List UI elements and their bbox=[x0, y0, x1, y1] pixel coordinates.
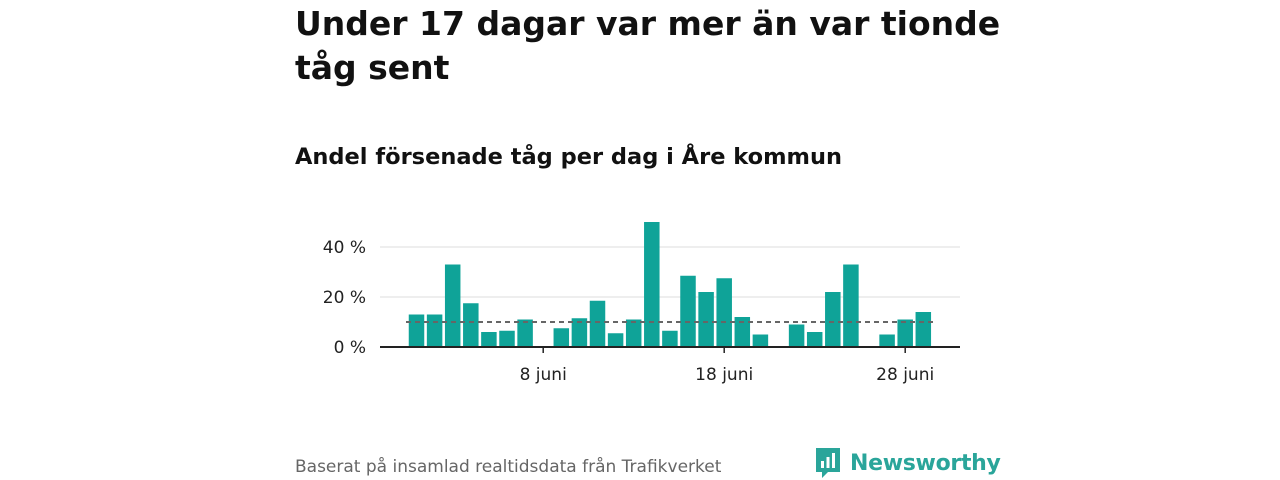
bar bbox=[589, 300, 606, 347]
x-tick-label: 28 juni bbox=[876, 365, 934, 385]
bar bbox=[444, 264, 461, 347]
bar bbox=[499, 330, 515, 347]
newsworthy-logo-text: Newsworthy bbox=[850, 450, 1001, 476]
x-tick-label: 8 juni bbox=[520, 365, 567, 385]
bar bbox=[843, 264, 859, 347]
bar bbox=[408, 314, 425, 347]
bar bbox=[481, 332, 497, 347]
bar bbox=[806, 332, 823, 347]
bar bbox=[680, 275, 696, 347]
chart-subtitle: Andel försenade tåg per dag i Åre kommun bbox=[295, 144, 843, 170]
newsworthy-logo-icon bbox=[816, 448, 840, 478]
bar bbox=[463, 303, 479, 347]
bar bbox=[879, 334, 895, 347]
bar bbox=[607, 333, 624, 347]
bar bbox=[644, 222, 660, 347]
bar bbox=[698, 292, 714, 347]
y-tick-label: 0 % bbox=[334, 338, 366, 358]
bar bbox=[553, 328, 570, 347]
bar bbox=[517, 319, 533, 347]
x-tick-label: 18 juni bbox=[695, 365, 753, 385]
bar bbox=[825, 292, 841, 347]
newsworthy-logo[interactable]: Newsworthy bbox=[814, 446, 1001, 480]
bars bbox=[408, 222, 932, 347]
bar bbox=[571, 318, 588, 347]
x-axis-ticks: 8 juni 18 juni 28 juni bbox=[520, 347, 934, 385]
y-tick-label: 20 % bbox=[323, 288, 366, 308]
bar bbox=[788, 324, 805, 347]
y-tick-label: 40 % bbox=[323, 238, 366, 258]
bar bbox=[752, 334, 769, 347]
bar bbox=[716, 278, 732, 347]
grid-lines bbox=[380, 246, 960, 298]
bar bbox=[625, 319, 642, 347]
bar bbox=[915, 312, 932, 347]
bar-chart: 0 % 20 % 40 % 8 juni 18 juni 28 juni bbox=[323, 222, 960, 385]
source-note: Baserat på insamlad realtidsdata från Tr… bbox=[295, 457, 722, 477]
y-axis-ticks: 0 % 20 % 40 % bbox=[323, 238, 366, 358]
bar bbox=[426, 314, 443, 347]
bar bbox=[897, 319, 913, 347]
chart-title: Under 17 dagar var mer än var tionde tåg… bbox=[295, 4, 1001, 87]
bar bbox=[734, 317, 751, 347]
bar bbox=[662, 330, 678, 347]
